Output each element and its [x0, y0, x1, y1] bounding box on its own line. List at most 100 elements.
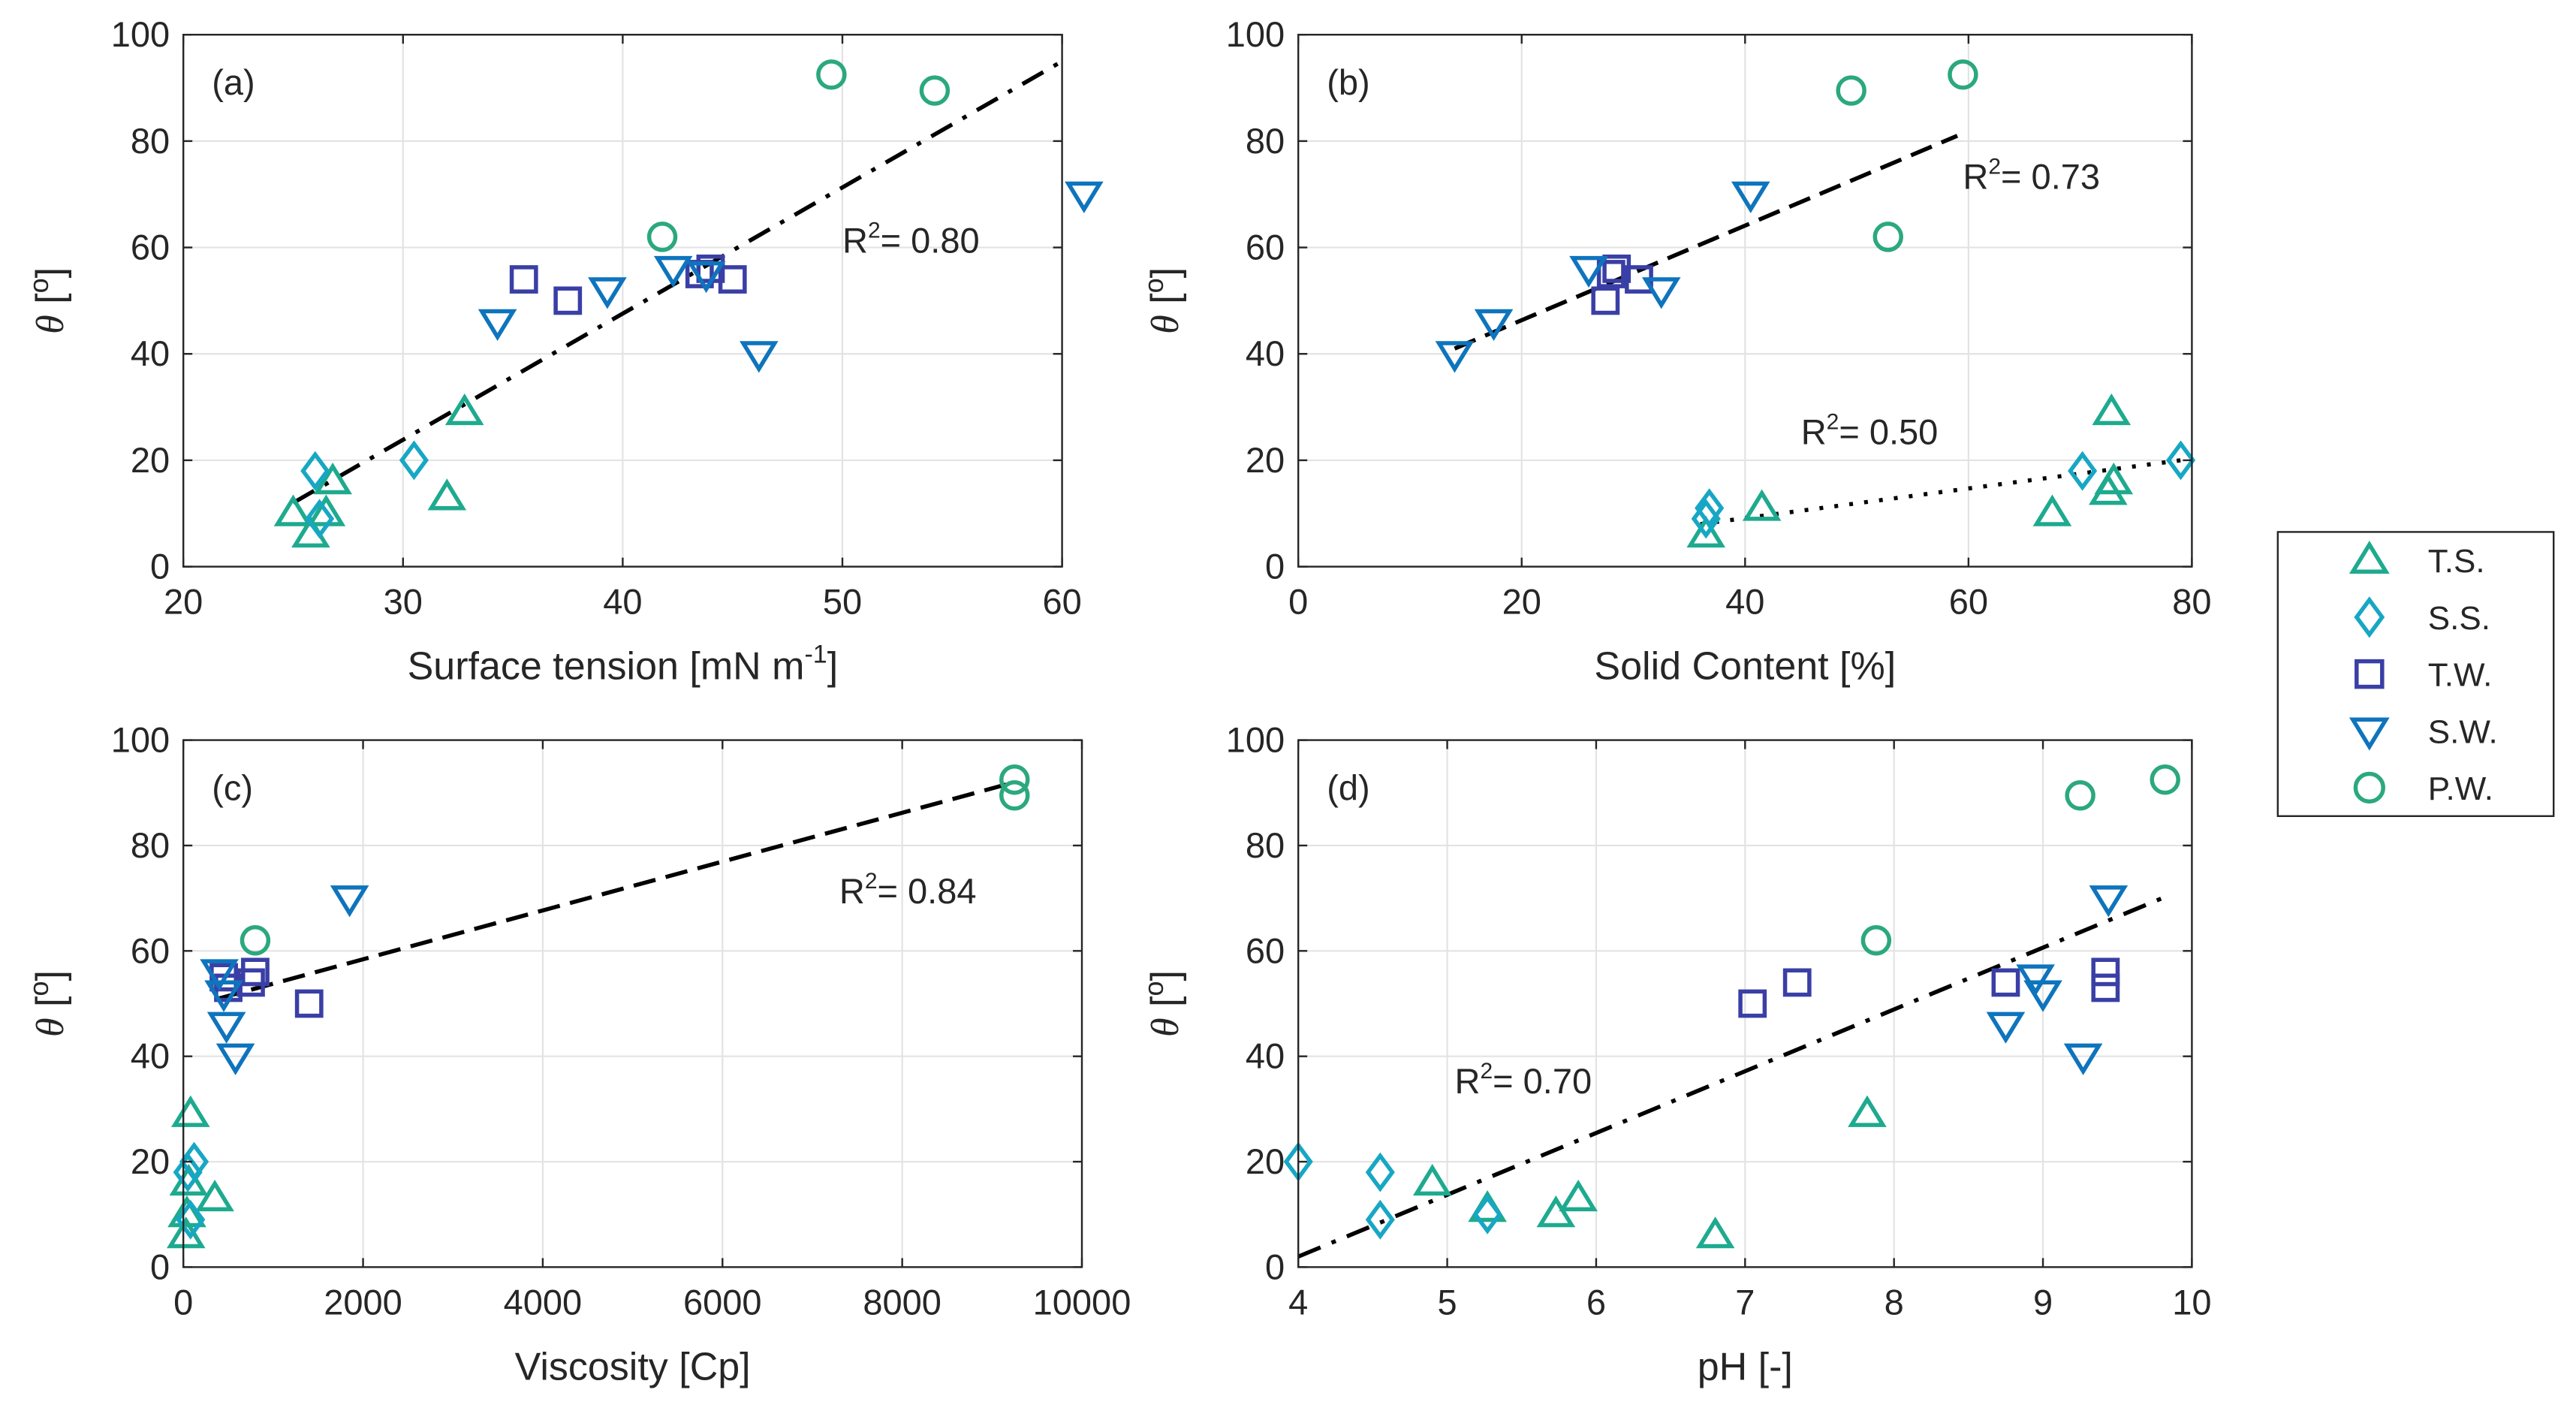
y-tick-label: 20: [131, 440, 170, 480]
x-tick-label: 8: [1885, 1282, 1904, 1322]
y-tick-label: 100: [1226, 14, 1285, 54]
r-squared-r: R: [842, 221, 868, 261]
axes-frame: [182, 739, 1083, 1268]
legend-marker-SS: [2354, 596, 2385, 638]
y-tick-label: 0: [150, 1247, 170, 1286]
point-PW: [919, 75, 951, 106]
x-axis-label: pH [-]: [1698, 1345, 1793, 1388]
markers: [166, 764, 1030, 1249]
point-SW: [740, 341, 779, 373]
x-tick-label: 8000: [863, 1282, 942, 1322]
y-tick-label: 60: [131, 228, 170, 267]
fit-line: [1454, 134, 1959, 351]
point-SW: [2063, 1043, 2103, 1075]
r-squared-value: = 0.50: [1839, 412, 1938, 452]
y-tick-label: 0: [1265, 547, 1285, 586]
panel-label: (b): [1327, 62, 1369, 102]
point-SW: [1986, 1011, 2026, 1044]
legend-marker-TS: [2349, 540, 2390, 574]
x-tick-label: 0: [1288, 582, 1308, 622]
r-squared-value: = 0.73: [2001, 157, 2100, 197]
point-PW: [2065, 780, 2095, 811]
x-tick-label: 30: [384, 582, 423, 622]
y-axis-label-sup: o: [23, 981, 54, 996]
y-axis-label-end: ]: [1143, 970, 1187, 981]
r-squared-annotation: R2= 0.80: [842, 219, 980, 261]
y-tick-label: 100: [111, 720, 170, 760]
point-TS: [273, 494, 313, 526]
markers: [1435, 59, 2196, 548]
point-SS: [2165, 440, 2196, 481]
legend-label-SS: S.S.: [2428, 600, 2490, 637]
legend-box: [2276, 531, 2555, 818]
x-axis-label-main: pH [-]: [1698, 1345, 1793, 1388]
point-TW: [2091, 957, 2120, 987]
x-tick-label: 6000: [683, 1282, 762, 1322]
point-SS: [1365, 1199, 1395, 1240]
point-PW: [1948, 59, 1978, 90]
point-SW: [1474, 309, 1514, 341]
y-axis-label-end: ]: [29, 267, 72, 278]
y-axis-label-theta: θ: [1144, 315, 1187, 334]
point-SS: [1365, 1152, 1395, 1192]
x-tick-label: 40: [1725, 582, 1764, 622]
panel-label: (a): [212, 62, 255, 102]
point-SS: [2068, 451, 2098, 491]
y-tick-label: 80: [1246, 121, 1285, 161]
x-axis-label-tail: ]: [827, 645, 838, 689]
point-TW: [718, 265, 747, 294]
legend-label-TS: T.S.: [2428, 543, 2485, 580]
r-squared-sup: 2: [868, 219, 881, 243]
panel-c: 0 2000 4000 6000 8000 10000 0 20 40 60 80 100 (c) Vis…: [23, 720, 1131, 1389]
fit-line: [1700, 458, 2181, 526]
fit-line: [292, 59, 1063, 505]
x-tick-label: 50: [823, 582, 862, 622]
y-axis-label-sup: o: [1138, 981, 1169, 996]
y-tick-label: 60: [131, 930, 170, 970]
x-tick-label: 9: [2033, 1282, 2053, 1322]
x-tick-label: 10000: [1033, 1282, 1131, 1322]
point-PW: [999, 764, 1030, 795]
y-tick-label: 60: [1246, 228, 1285, 267]
point-SW: [204, 980, 243, 1012]
y-tick-label: 20: [1246, 1141, 1285, 1181]
panel-label: (d): [1327, 768, 1369, 808]
y-axis-label-bracket: [: [29, 996, 72, 1017]
point-PW: [1872, 222, 1903, 252]
y-axis-label-theta: θ: [29, 315, 72, 334]
y-axis-label-bracket: [: [29, 293, 72, 315]
point-SW: [1641, 277, 1681, 309]
y-tick-label: 40: [1246, 1036, 1285, 1076]
point-SS: [179, 1141, 209, 1182]
r-squared-sup: 2: [1480, 1059, 1493, 1084]
point-SW: [330, 885, 369, 918]
r-squared-sup: 2: [865, 869, 878, 894]
y-axis-label: θ [o]: [23, 970, 72, 1037]
legend-marker-TW: [2355, 659, 2385, 689]
x-axis-label-main: Viscosity [Cp]: [515, 1345, 751, 1388]
plot-area: [183, 740, 1083, 1268]
y-tick-label: 40: [131, 333, 170, 373]
y-tick-label: 80: [131, 121, 170, 161]
point-SW: [206, 1011, 246, 1044]
point-TW: [553, 286, 583, 315]
r-squared-annotation: R2= 0.73: [1963, 155, 2100, 197]
x-tick-label: 2000: [324, 1282, 402, 1322]
point-TS: [1695, 1216, 1735, 1249]
point-TW: [2091, 973, 2120, 1002]
point-TW: [1782, 968, 1812, 997]
y-tick-label: 80: [131, 825, 170, 865]
y-axis-label-theta: θ: [1144, 1017, 1187, 1037]
x-tick-label: 40: [603, 582, 642, 622]
point-SW: [478, 309, 517, 341]
point-TW: [1991, 968, 2020, 997]
point-SW: [2016, 964, 2055, 996]
point-TW: [241, 957, 270, 987]
point-TS: [1848, 1095, 1887, 1127]
point-TS: [1412, 1163, 1452, 1196]
point-PW: [1836, 75, 1866, 106]
legend-marker-PW: [2353, 771, 2385, 804]
point-TS: [444, 393, 484, 426]
